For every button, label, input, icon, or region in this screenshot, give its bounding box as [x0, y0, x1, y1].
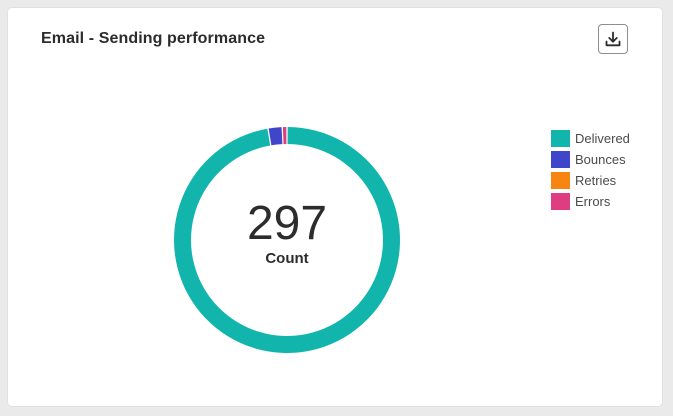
center-count-label: Count — [265, 250, 308, 267]
legend-label: Errors — [575, 194, 611, 209]
legend-item-bounces[interactable]: Bounces — [551, 149, 630, 170]
legend-swatch — [551, 193, 570, 210]
center-count-value: 297 — [247, 197, 327, 250]
download-icon — [605, 31, 621, 47]
legend-label: Retries — [575, 173, 617, 188]
legend-swatch — [551, 172, 570, 189]
download-button[interactable] — [598, 24, 628, 54]
legend-item-errors[interactable]: Errors — [551, 191, 630, 212]
legend-swatch — [551, 151, 570, 168]
legend-swatch — [551, 130, 570, 147]
legend-label: Delivered — [575, 131, 630, 146]
slice-errors[interactable] — [282, 127, 287, 145]
sending-performance-card: Email - Sending performance 297 Count De… — [8, 8, 662, 406]
chart-legend: Delivered Bounces Retries Errors — [551, 128, 630, 212]
donut-slices — [173, 127, 400, 353]
legend-item-delivered[interactable]: Delivered — [551, 128, 630, 149]
slice-bounces[interactable] — [268, 127, 283, 146]
card-title: Email - Sending performance — [41, 30, 266, 47]
legend-item-retries[interactable]: Retries — [551, 170, 630, 191]
legend-label: Bounces — [575, 152, 626, 167]
donut-chart: 297 Count — [173, 127, 400, 353]
